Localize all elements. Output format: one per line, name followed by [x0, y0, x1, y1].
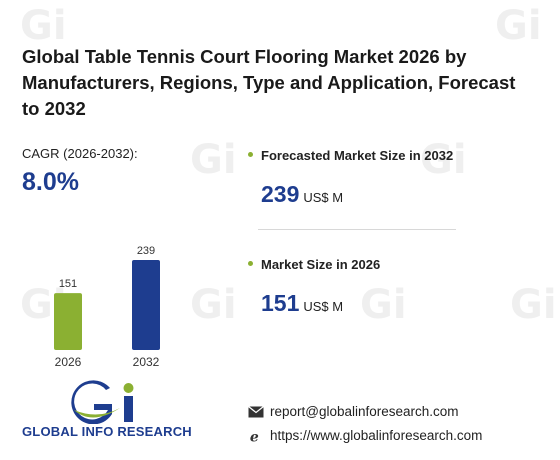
- current-unit: US$ M: [303, 299, 344, 314]
- divider: [258, 229, 456, 230]
- logo-text: GLOBAL INFO RESEARCH: [22, 424, 192, 439]
- current-metric: Market Size in 2026 151 US$ M: [248, 256, 381, 316]
- forecast-value-row: 239 US$ M: [261, 181, 343, 208]
- cagr-value: 8.0%: [22, 168, 79, 196]
- forecast-label: Forecasted Market Size in 2032: [261, 148, 454, 163]
- svg-text:e: e: [250, 429, 259, 443]
- bar-category-label: 2026: [55, 355, 82, 369]
- green-dot-icon: [248, 261, 253, 267]
- cagr-label: CAGR (2026-2032):: [22, 146, 138, 161]
- watermark-logo: Gi: [495, 3, 542, 49]
- current-label: Market Size in 2026: [261, 257, 381, 272]
- browser-e-icon: e: [250, 429, 259, 443]
- email-link[interactable]: report@globalinforesearch.com: [270, 404, 459, 419]
- website-link[interactable]: https://www.globalinforesearch.com: [270, 428, 483, 443]
- current-value: 151: [261, 290, 300, 316]
- bar-category-label: 2032: [133, 355, 160, 369]
- watermark-logo: Gi: [190, 282, 237, 328]
- page-title: Global Table Tennis Court Flooring Marke…: [22, 46, 516, 119]
- watermark-logo: Gi: [20, 3, 67, 49]
- contact-website[interactable]: e https://www.globalinforesearch.com: [248, 428, 482, 443]
- bar-value-label: 151: [59, 278, 77, 290]
- forecast-value: 239: [261, 181, 300, 207]
- bar-2026: [54, 293, 82, 350]
- green-dot-icon: [248, 152, 253, 158]
- company-logo: GLOBAL INFO RESEARCH: [22, 380, 192, 442]
- logo-mark: [71, 380, 134, 424]
- forecast-unit: US$ M: [303, 190, 344, 205]
- bar-2032: [132, 260, 160, 350]
- watermark-logo: Gi: [510, 282, 557, 328]
- envelope-icon: [248, 405, 264, 417]
- bar-chart-svg: 151 2026 239 2032: [54, 245, 160, 369]
- forecast-metric: Forecasted Market Size in 2032 239 US$ M: [248, 147, 454, 207]
- watermark-logo: Gi: [190, 137, 237, 183]
- watermark-logo: Gi: [360, 282, 407, 328]
- current-value-row: 151 US$ M: [261, 290, 343, 317]
- bar-value-label: 239: [137, 245, 155, 257]
- bar-chart: 151 2026 239 2032: [40, 236, 180, 372]
- contact-email[interactable]: report@globalinforesearch.com: [248, 404, 459, 419]
